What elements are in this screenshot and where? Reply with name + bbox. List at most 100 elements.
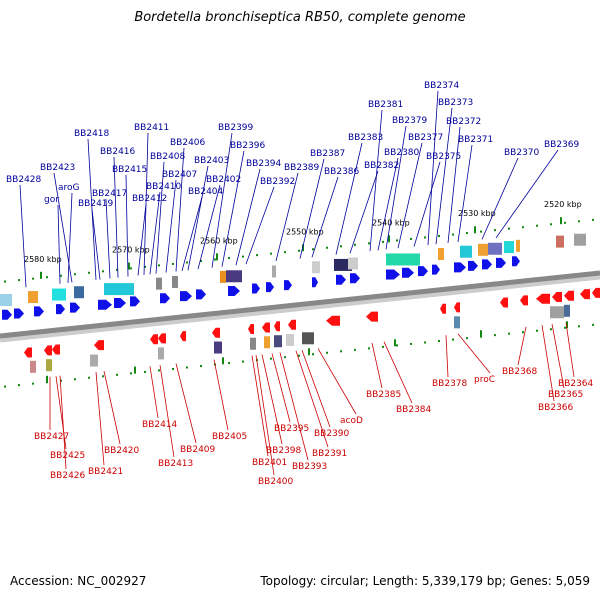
reverse-gene-arrow <box>94 340 104 351</box>
reverse-leader-line <box>159 365 175 458</box>
scale-dot-upper <box>396 239 398 242</box>
forward-leader-line <box>155 161 165 274</box>
reverse-gene-label: BB2398 <box>266 446 302 456</box>
reverse-gene-label: BB2391 <box>312 449 347 459</box>
feature-box-upper <box>156 277 162 290</box>
scale-dot-upper <box>144 265 146 268</box>
forward-gene-arrow <box>402 267 414 278</box>
scale-dot-upper <box>186 261 188 264</box>
scale-label: 2570 kbp <box>112 246 150 255</box>
scale-dot-lower <box>200 365 202 367</box>
scale-dot-lower <box>326 351 328 354</box>
forward-gene-label: BB2387 <box>310 149 345 159</box>
forward-gene-label: BB2370 <box>504 148 540 158</box>
reverse-leader-line <box>271 353 291 423</box>
forward-gene-arrow <box>386 269 400 280</box>
forward-gene-arrow <box>14 308 24 319</box>
scale-dot-upper <box>522 226 524 229</box>
forward-leader-line <box>19 184 27 288</box>
feature-box-lower <box>550 306 564 319</box>
scale-dot-lower <box>88 376 90 379</box>
feature-box-lower <box>286 333 294 346</box>
scale-dot-lower <box>340 350 342 353</box>
scale-dot-upper <box>88 271 90 274</box>
reverse-gene-label: BB2378 <box>432 379 468 389</box>
feature-box-upper <box>104 283 134 296</box>
forward-leader-line <box>427 90 439 246</box>
reverse-gene-label: BB2409 <box>180 445 216 455</box>
forward-leader-line <box>481 157 519 240</box>
forward-leader-line <box>137 203 147 276</box>
scale-dot-lower <box>186 366 188 369</box>
reverse-gene-arrow <box>212 327 220 338</box>
reverse-gene-arrow <box>150 334 158 345</box>
reverse-leader-line <box>517 326 527 366</box>
feature-box-lower <box>250 337 256 350</box>
forward-gene-arrow <box>56 304 65 315</box>
scale-label: 2580 kbp <box>24 255 62 264</box>
scale-dot-upper <box>564 221 566 224</box>
reverse-gene-label: BB2385 <box>366 390 401 400</box>
reverse-leader-line <box>59 375 67 470</box>
forward-leader-line <box>245 186 275 265</box>
reverse-gene-arrow <box>248 323 254 334</box>
forward-leader-line <box>181 196 203 271</box>
scale-dot-lower <box>144 370 146 373</box>
forward-leader-line <box>67 192 73 283</box>
forward-leader-line <box>311 176 339 258</box>
forward-gene-arrow <box>196 289 206 300</box>
forward-leader-line <box>369 109 383 252</box>
kbp-tick-lower <box>46 375 48 383</box>
scale-dot-upper <box>312 248 314 251</box>
scale-dot-upper <box>494 229 496 232</box>
forward-leader-line <box>211 132 233 268</box>
scale-dot-upper <box>74 273 76 276</box>
scale-dot-upper <box>578 220 580 223</box>
kbp-tick-upper <box>388 235 390 243</box>
forward-leader-line <box>335 142 363 255</box>
scale-label: 2560 kbp <box>200 236 238 245</box>
reverse-gene-label: proC <box>474 375 495 385</box>
forward-gene-label: BB2410 <box>146 182 182 192</box>
reverse-gene-arrow <box>44 345 52 356</box>
forward-gene-label: BB2372 <box>446 117 481 127</box>
forward-gene-label: BB2371 <box>458 135 493 145</box>
forward-leader-line <box>149 191 161 275</box>
kbp-tick-lower <box>394 339 396 347</box>
scale-dot-lower <box>578 325 580 328</box>
forward-gene-label: BB2404 <box>188 187 224 197</box>
forward-leader-line <box>105 198 111 279</box>
kbp-tick-upper <box>128 262 130 270</box>
scale-dot-lower <box>354 348 356 351</box>
forward-gene-label: BB2369 <box>544 140 580 150</box>
feature-box-upper <box>516 239 520 252</box>
feature-box-upper <box>460 245 472 258</box>
forward-leader-line <box>349 170 379 254</box>
reverse-leader-line <box>541 325 555 402</box>
scale-dot-upper <box>424 236 426 239</box>
reverse-gene-arrow <box>52 344 60 355</box>
reverse-leader-line <box>261 354 283 445</box>
forward-gene-arrow <box>482 259 492 270</box>
forward-gene-arrow <box>432 264 440 275</box>
feature-box-upper <box>348 257 358 270</box>
forward-leader-line <box>397 142 423 249</box>
scale-dot-lower <box>102 375 104 378</box>
kbp-tick-lower <box>134 366 136 374</box>
reverse-gene-arrow <box>580 289 590 300</box>
forward-gene-arrow <box>266 282 274 293</box>
scale-dot-upper <box>438 235 440 238</box>
feature-box-upper <box>220 270 226 283</box>
forward-gene-arrow <box>468 260 478 271</box>
reverse-gene-label: BB2364 <box>558 379 594 389</box>
scale-dot-lower <box>158 369 160 372</box>
forward-leader-line <box>125 174 129 277</box>
feature-box-lower <box>90 354 98 367</box>
forward-leader-line <box>385 125 407 250</box>
scale-dot-upper <box>18 279 20 282</box>
reverse-gene-arrow <box>592 287 600 298</box>
forward-gene-arrow <box>98 299 112 310</box>
feature-box-upper <box>574 233 586 246</box>
